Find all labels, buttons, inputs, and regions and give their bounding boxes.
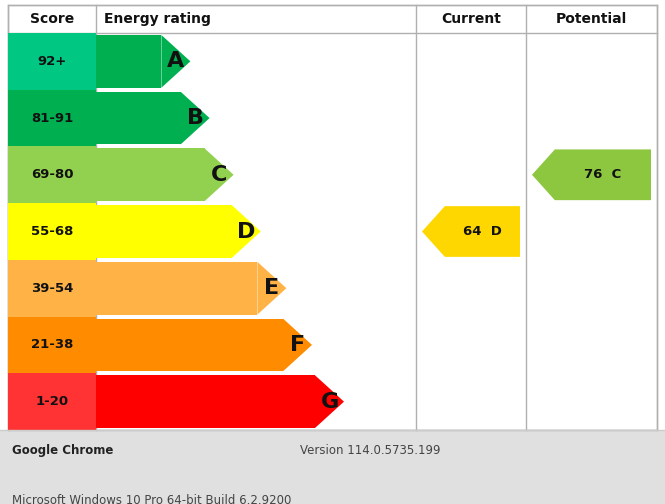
Text: F: F bbox=[290, 335, 305, 355]
Text: Current: Current bbox=[441, 12, 501, 26]
Text: 92+: 92+ bbox=[37, 55, 66, 68]
Text: 64  D: 64 D bbox=[463, 225, 502, 238]
Polygon shape bbox=[315, 375, 344, 428]
Text: B: B bbox=[187, 108, 203, 128]
Text: E: E bbox=[265, 278, 279, 298]
Bar bbox=[96, 262, 257, 314]
Text: 21-38: 21-38 bbox=[31, 338, 73, 351]
Polygon shape bbox=[162, 35, 190, 88]
Polygon shape bbox=[532, 149, 651, 200]
Bar bbox=[96, 35, 162, 88]
Polygon shape bbox=[205, 149, 233, 201]
Polygon shape bbox=[257, 262, 287, 314]
Text: Google Chrome: Google Chrome bbox=[12, 444, 113, 457]
Text: 76  C: 76 C bbox=[585, 168, 622, 181]
Text: A: A bbox=[168, 51, 184, 72]
Bar bbox=[8, 5, 657, 430]
Text: Microsoft Windows 10 Pro 64-bit Build 6.2.9200: Microsoft Windows 10 Pro 64-bit Build 6.… bbox=[12, 494, 291, 504]
Bar bbox=[96, 375, 315, 428]
Bar bbox=[96, 319, 283, 371]
Polygon shape bbox=[181, 92, 209, 145]
Bar bbox=[8, 373, 96, 430]
Polygon shape bbox=[232, 205, 261, 258]
Text: 1-20: 1-20 bbox=[35, 395, 68, 408]
Text: Version 114.0.5735.199: Version 114.0.5735.199 bbox=[300, 444, 440, 457]
Text: G: G bbox=[321, 392, 338, 412]
Text: Energy rating: Energy rating bbox=[104, 12, 211, 26]
Bar bbox=[96, 205, 232, 258]
Text: D: D bbox=[237, 221, 255, 241]
Bar bbox=[8, 33, 96, 90]
Bar bbox=[8, 147, 96, 203]
Text: 55-68: 55-68 bbox=[31, 225, 73, 238]
Polygon shape bbox=[422, 206, 520, 257]
Bar bbox=[96, 149, 205, 201]
Text: 81-91: 81-91 bbox=[31, 111, 73, 124]
Text: Score: Score bbox=[30, 12, 74, 26]
Text: 39-54: 39-54 bbox=[31, 282, 73, 295]
Bar bbox=[8, 203, 96, 260]
Bar bbox=[0, 430, 665, 504]
Text: C: C bbox=[211, 165, 227, 185]
Bar bbox=[8, 260, 96, 317]
Text: 69-80: 69-80 bbox=[31, 168, 73, 181]
Bar bbox=[8, 317, 96, 373]
Text: Potential: Potential bbox=[556, 12, 627, 26]
Polygon shape bbox=[283, 319, 312, 371]
Bar bbox=[96, 92, 181, 145]
Bar bbox=[8, 90, 96, 147]
